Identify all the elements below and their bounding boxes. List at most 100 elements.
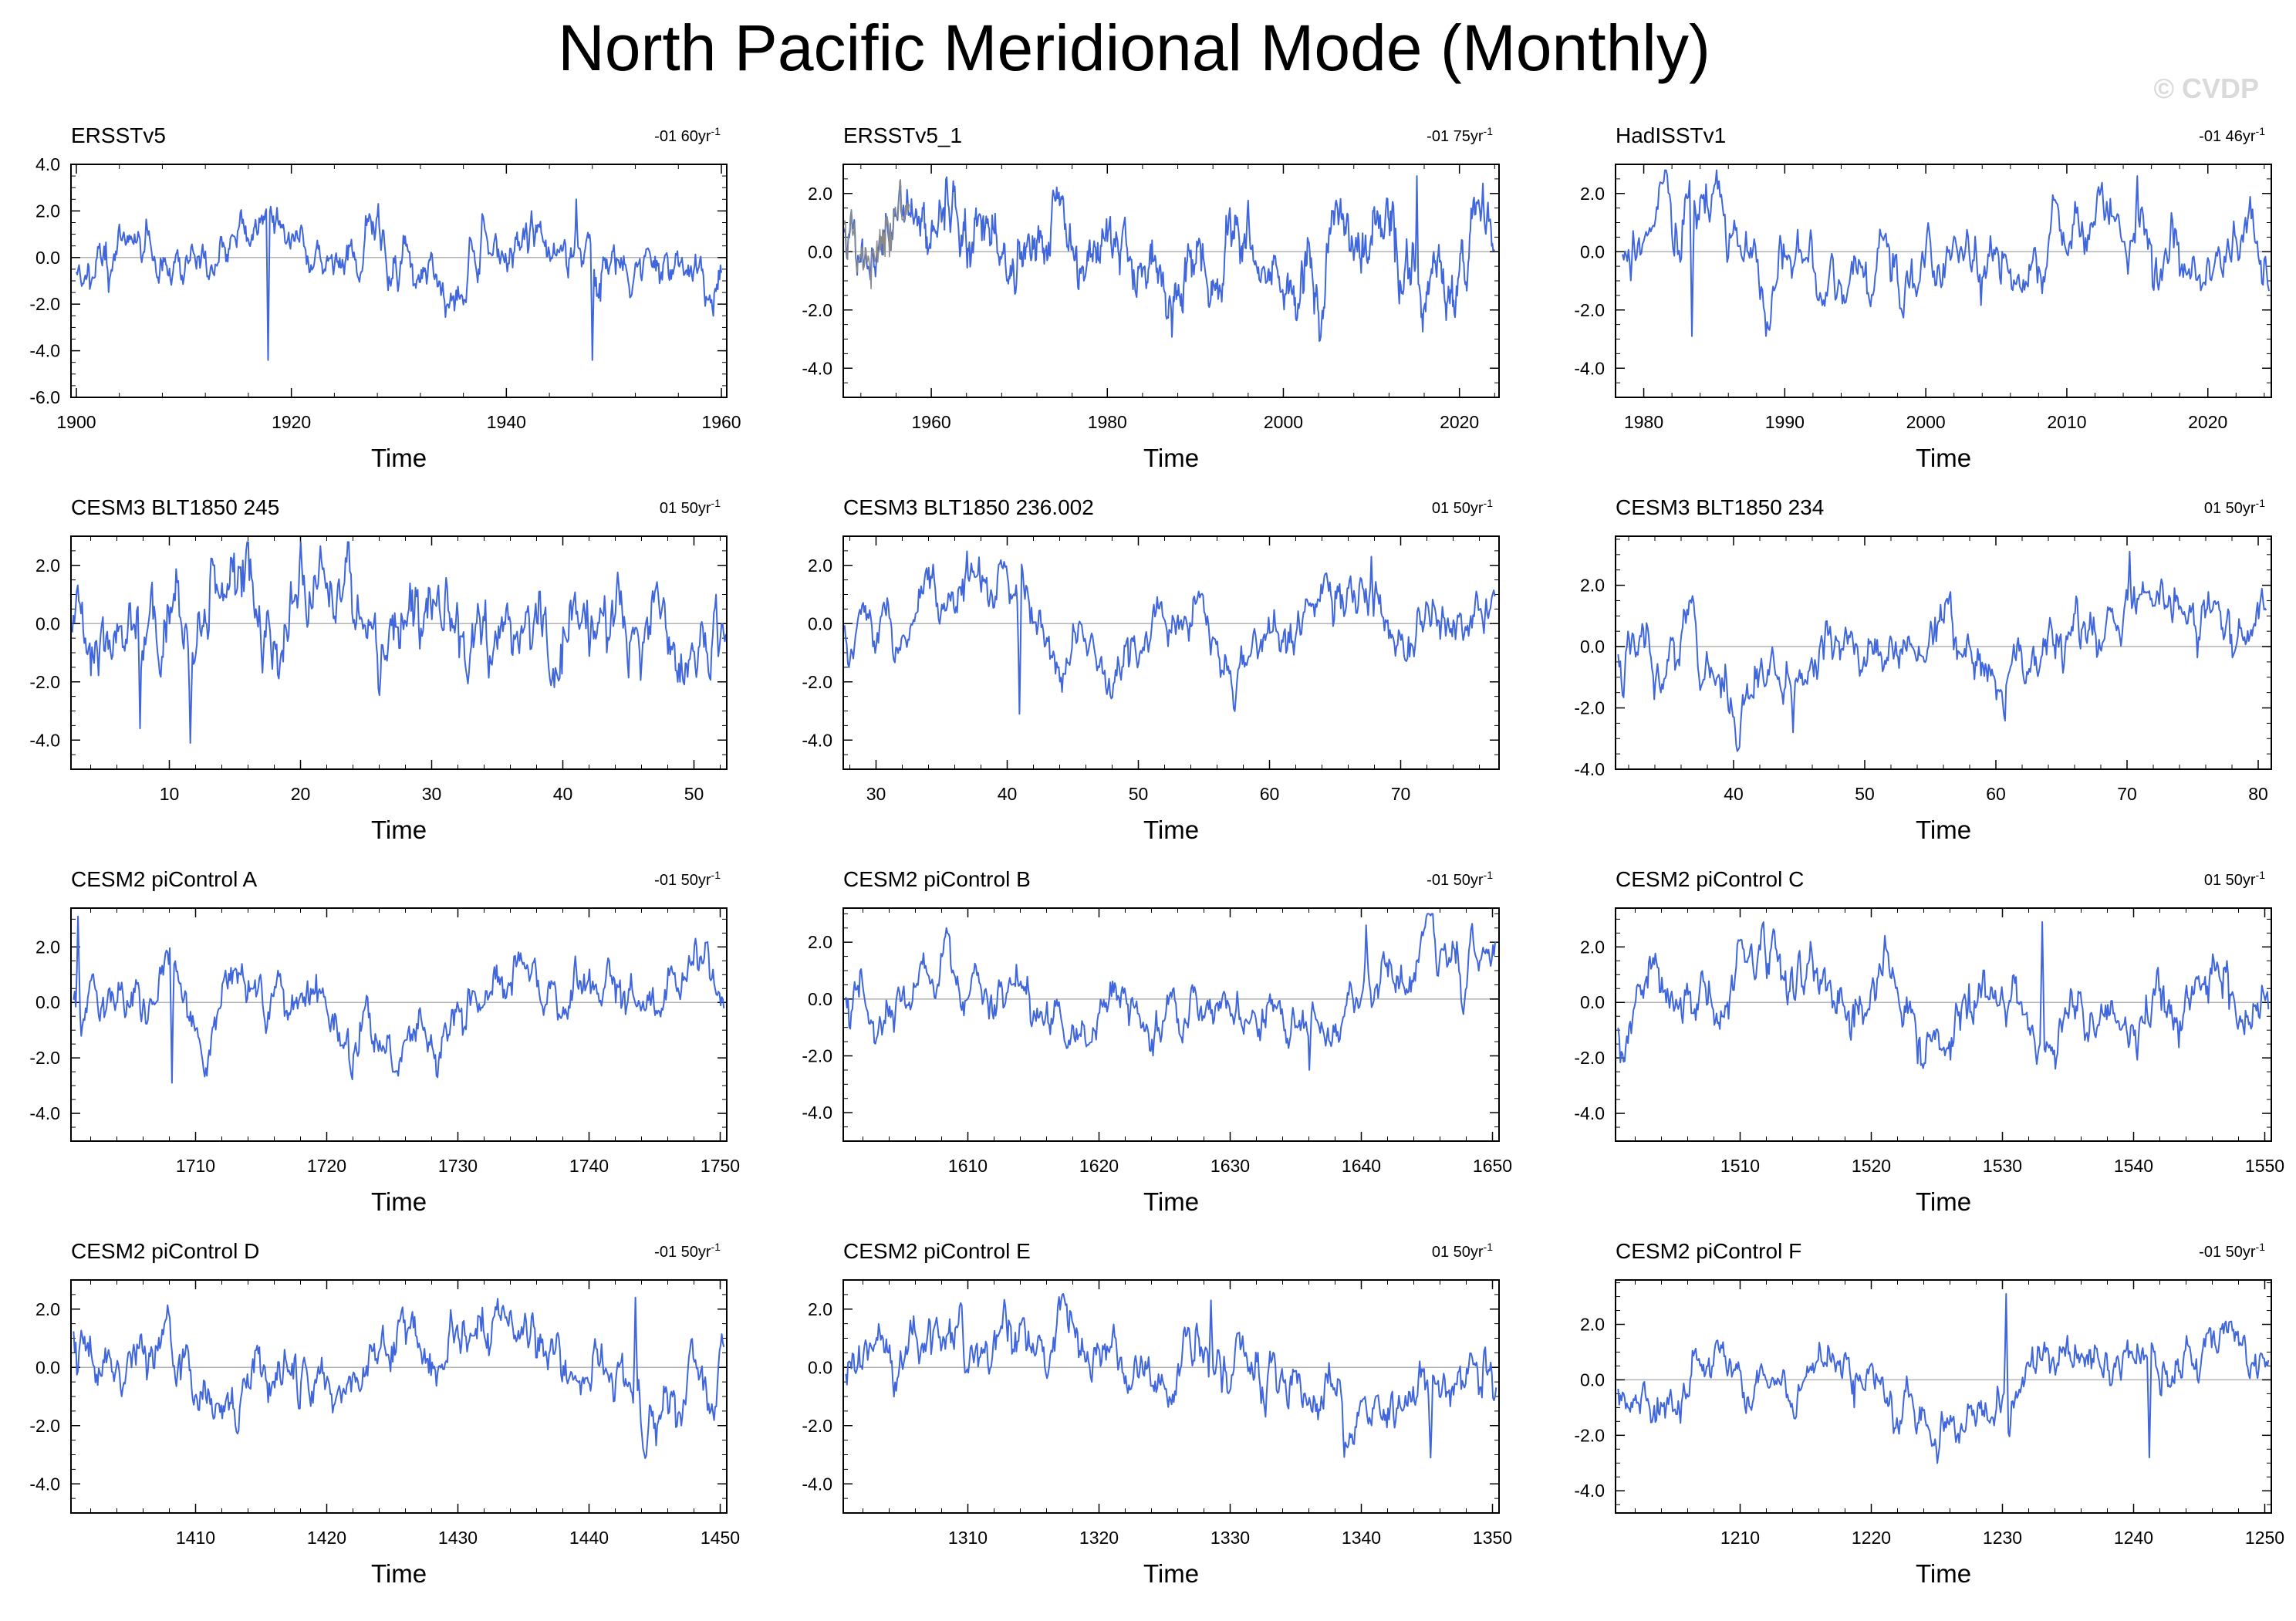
trend-label: 01 50yr-1 xyxy=(660,497,721,517)
trend-value: -01 60yr xyxy=(654,128,711,145)
x-tick-label: 1610 xyxy=(948,1156,988,1176)
x-tick-label: 2020 xyxy=(2188,412,2227,432)
y-tick-label: -6.0 xyxy=(29,387,60,407)
plot-frame xyxy=(70,535,728,770)
x-tick-label: 1530 xyxy=(1983,1156,2022,1176)
x-tick-label: 1900 xyxy=(56,412,96,432)
x-tick-label: 2000 xyxy=(1906,412,1946,432)
chart-panel: ERSSTv5 -01 60yr-1 1900 1920 1940 1960 4.0 2.0 0… xyxy=(29,123,741,472)
x-tick-label: 2010 xyxy=(2047,412,2086,432)
x-tick-label: 80 xyxy=(2248,784,2268,804)
trend-superscript: -1 xyxy=(711,869,721,881)
y-tick-label: 2.0 xyxy=(1580,576,1605,596)
y-tick-label: 0.0 xyxy=(1580,992,1605,1012)
x-tick-label: 1550 xyxy=(2245,1156,2284,1176)
y-tick-label: -2.0 xyxy=(802,1416,832,1436)
data-series-line xyxy=(71,541,727,744)
x-tick-label: 70 xyxy=(2117,784,2137,804)
trend-value: -01 50yr xyxy=(2199,1244,2256,1261)
y-tick-label: 4.0 xyxy=(35,154,60,174)
y-tick-label: -4.0 xyxy=(29,1474,60,1494)
y-tick-label: 0.0 xyxy=(35,248,60,268)
trend-superscript: -1 xyxy=(2256,1241,2266,1253)
x-tick-label: 1730 xyxy=(438,1156,478,1176)
x-tick-label: 1960 xyxy=(912,412,951,432)
x-tick-label: 40 xyxy=(998,784,1018,804)
y-tick-label: 0.0 xyxy=(808,613,832,633)
y-tick-label: -4.0 xyxy=(802,358,832,378)
x-tick-label: 1410 xyxy=(176,1528,215,1548)
data-series-line xyxy=(1617,550,2267,752)
trend-superscript: -1 xyxy=(1484,125,1494,137)
plot-frame xyxy=(70,1279,728,1514)
data-series-line xyxy=(845,913,1497,1071)
data-series-line xyxy=(73,915,725,1084)
chart-panel: CESM3 BLT1850 236.002 01 50yr-1 30 40 50 60 70… xyxy=(802,495,1500,844)
y-tick-label: 0.0 xyxy=(1580,637,1605,657)
trend-label: -01 50yr-1 xyxy=(654,1241,721,1261)
plot-frame xyxy=(70,164,728,398)
y-tick-label: -2.0 xyxy=(29,1416,60,1436)
chart-panel: CESM3 BLT1850 245 01 50yr-1 10 20 30 40 50 2.0 0… xyxy=(29,495,728,844)
y-tick-label: 0.0 xyxy=(1580,241,1605,262)
x-axis-label: Time xyxy=(371,816,427,844)
x-tick-label: 1440 xyxy=(569,1528,609,1548)
plot-frame xyxy=(1615,1279,2272,1514)
y-tick-label: -4.0 xyxy=(29,1103,60,1123)
x-tick-label: 1350 xyxy=(1473,1528,1512,1548)
copyright-watermark: © CVDP xyxy=(2153,73,2259,104)
y-tick-label: 2.0 xyxy=(808,1299,832,1319)
x-tick-label: 1710 xyxy=(176,1156,215,1176)
y-tick-label: 2.0 xyxy=(35,201,60,221)
x-tick-label: 30 xyxy=(866,784,886,804)
x-axis-label: Time xyxy=(371,1187,427,1216)
x-axis-label: Time xyxy=(371,1559,427,1588)
x-axis-label: Time xyxy=(1916,816,1971,844)
x-tick-label: 60 xyxy=(1986,784,2006,804)
y-tick-label: -2.0 xyxy=(29,672,60,692)
data-series-line xyxy=(1617,921,2270,1070)
y-tick-label: 2.0 xyxy=(35,1299,60,1319)
trend-superscript: -1 xyxy=(1484,497,1494,509)
data-series-line xyxy=(76,198,722,361)
trend-label: -01 75yr-1 xyxy=(1427,125,1493,145)
x-tick-label: 1220 xyxy=(1852,1528,1891,1548)
x-tick-label: 60 xyxy=(1260,784,1280,804)
y-tick-label: -2.0 xyxy=(29,1048,60,1068)
x-tick-label: 1620 xyxy=(1079,1156,1119,1176)
x-tick-label: 1210 xyxy=(1720,1528,1760,1548)
y-tick-label: 0.0 xyxy=(35,1357,60,1377)
trend-label: 01 50yr-1 xyxy=(2204,869,2265,889)
x-axis-label: Time xyxy=(1143,816,1199,844)
x-tick-label: 50 xyxy=(1129,784,1149,804)
x-tick-label: 1960 xyxy=(701,412,741,432)
trend-value: 01 50yr xyxy=(660,500,711,517)
x-tick-label: 1630 xyxy=(1210,1156,1250,1176)
x-tick-label: 1310 xyxy=(948,1528,988,1548)
x-tick-label: 1420 xyxy=(307,1528,346,1548)
x-tick-label: 1920 xyxy=(272,412,311,432)
trend-value: -01 50yr xyxy=(654,872,711,889)
x-tick-label: 1520 xyxy=(1852,1156,1891,1176)
data-series-line xyxy=(1622,169,2270,337)
chart-panel: CESM2 piControl D -01 50yr-1 1410 1420 1430 1… xyxy=(29,1239,740,1588)
y-tick-label: -4.0 xyxy=(1574,1103,1605,1123)
data-series-line xyxy=(843,550,1496,715)
y-tick-label: 2.0 xyxy=(808,184,832,204)
x-tick-label: 1980 xyxy=(1624,412,1663,432)
y-tick-label: 0.0 xyxy=(808,241,832,262)
trend-superscript: -1 xyxy=(711,125,721,137)
x-tick-label: 10 xyxy=(160,784,180,804)
trend-superscript: -1 xyxy=(711,1241,721,1253)
trend-label: 01 50yr-1 xyxy=(1432,1241,1493,1261)
trend-superscript: -1 xyxy=(711,497,721,509)
plot-frame xyxy=(842,164,1500,398)
x-tick-label: 40 xyxy=(553,784,573,804)
chart-title: HadISSTv1 xyxy=(1616,123,1726,147)
x-tick-label: 1650 xyxy=(1473,1156,1512,1176)
x-axis-label: Time xyxy=(371,444,427,472)
y-tick-label: -2.0 xyxy=(802,672,832,692)
y-tick-label: -4.0 xyxy=(1574,759,1605,779)
chart-title: CESM2 piControl B xyxy=(843,867,1031,891)
